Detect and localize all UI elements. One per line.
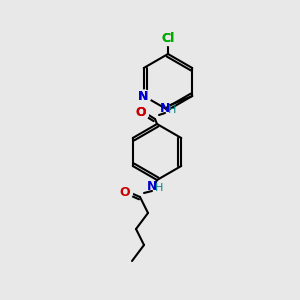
Text: N: N <box>160 103 170 116</box>
Text: N: N <box>147 181 157 194</box>
Text: Cl: Cl <box>161 32 175 44</box>
Text: N: N <box>138 89 148 103</box>
Text: Cl: Cl <box>161 32 175 44</box>
Text: O: O <box>136 106 146 119</box>
Text: H: H <box>155 183 163 193</box>
Text: N: N <box>138 89 148 103</box>
Text: O: O <box>136 106 146 119</box>
Text: H: H <box>168 105 176 115</box>
Text: O: O <box>120 185 130 199</box>
